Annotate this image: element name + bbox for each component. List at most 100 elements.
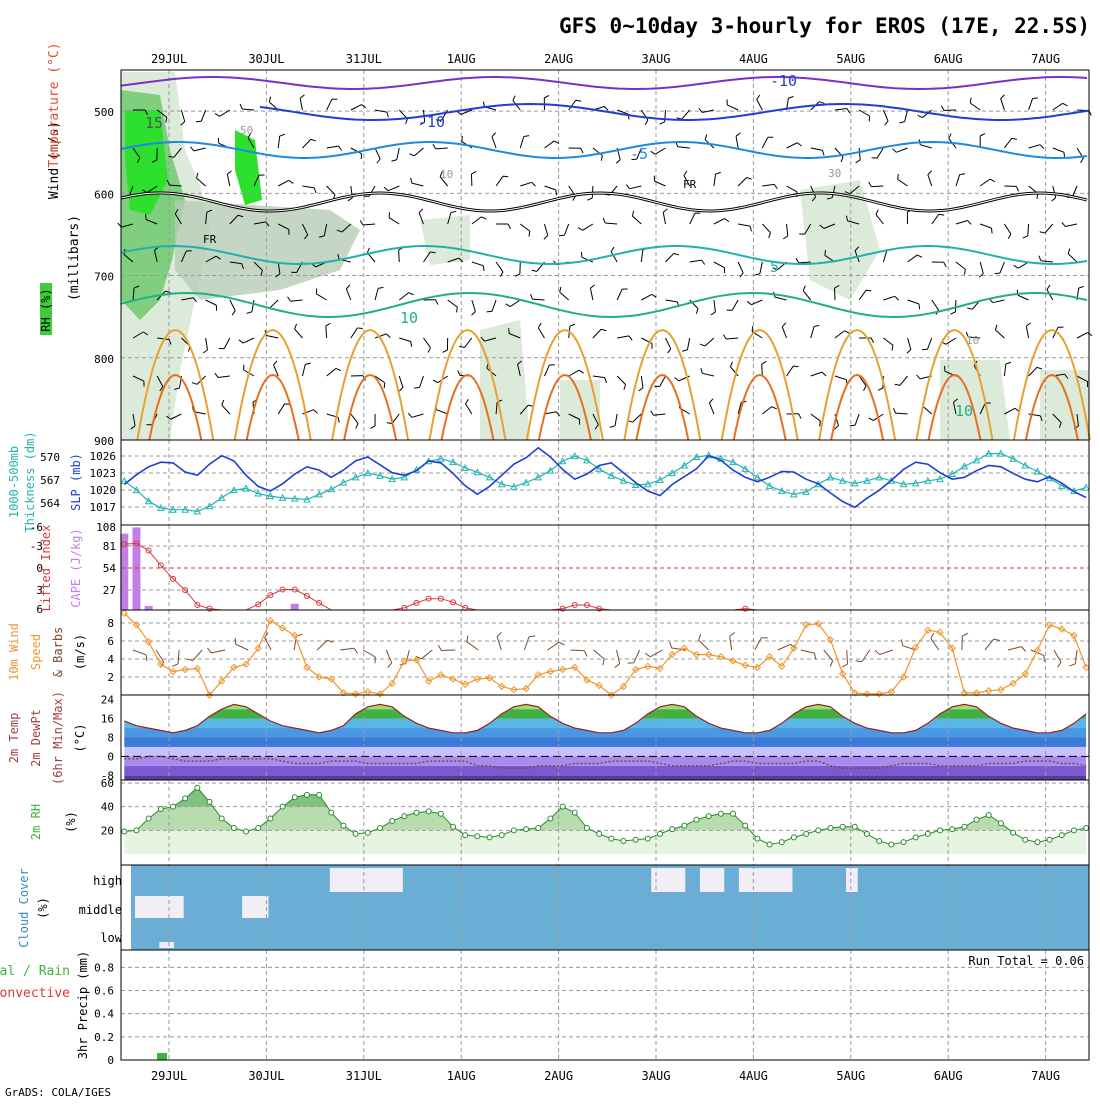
rh-point [353, 831, 358, 836]
wind-barb [699, 640, 709, 650]
grads-credit: GrADS: COLA/IGES [5, 1086, 111, 1099]
wind-barb [533, 299, 545, 300]
wind-barb-feather [723, 334, 726, 339]
wind-barb-feather [601, 329, 606, 330]
wind-barb [520, 137, 524, 148]
wind-barb [520, 182, 531, 186]
wind-barb-feather [772, 407, 777, 409]
wind-barb-feather [995, 325, 996, 330]
wind-barb [666, 253, 674, 262]
wind-barb [738, 262, 743, 273]
day-label-bottom: 1AUG [447, 1069, 476, 1083]
rh2m-axis-label: 2m RH [29, 804, 43, 840]
rh-point [219, 816, 224, 821]
wind-barb [762, 184, 774, 186]
rh-point [1071, 828, 1076, 833]
rh-point [171, 804, 176, 809]
rh-point [658, 831, 663, 836]
wind-barb-feather [435, 300, 438, 305]
wind-tick: 6 [107, 635, 114, 648]
wind-barb-feather [338, 146, 341, 150]
wind-barb [927, 338, 931, 349]
wind-barb [399, 293, 408, 300]
wind-barb-feather [842, 664, 847, 667]
wind-barb-feather [639, 388, 643, 391]
wind-barb [883, 110, 888, 121]
wind-barb [932, 300, 939, 310]
wind-barb-feather [1008, 234, 1011, 239]
rh-point [1023, 837, 1028, 842]
wind-barb [472, 300, 476, 311]
wind-barb [617, 650, 620, 664]
wind-barb-feather [192, 383, 197, 385]
wind-speed-line [124, 613, 1086, 695]
wind-barb-feather [190, 147, 194, 151]
wind-barb-feather [701, 368, 702, 373]
wind-barb [1045, 224, 1053, 233]
wind-barb-feather [1069, 664, 1075, 666]
rh-point [645, 836, 650, 841]
wind-barb [880, 650, 893, 655]
wind-barb-feather [247, 312, 252, 314]
wind-barb-feather [919, 304, 920, 309]
wind-barb [641, 250, 642, 262]
wind-axis-label-1: 10m Wind [7, 623, 21, 681]
rh-point [1035, 840, 1040, 845]
wind-barb-feather [1063, 103, 1068, 106]
day-label-bottom: 3AUG [642, 1069, 671, 1083]
rh-point [938, 828, 943, 833]
wind-barb [194, 148, 206, 151]
wind-barb-feather [799, 414, 802, 419]
wind-barb [590, 288, 592, 300]
contour-label: FR [203, 233, 217, 246]
contour-label: 10 [440, 168, 453, 181]
contour-label: 5 [770, 258, 779, 276]
wind-barb-feather [928, 171, 932, 175]
rh-point [804, 831, 809, 836]
thickness-axis-label-2: Thickness (dm) [23, 431, 37, 532]
wind-barb-feather [530, 294, 532, 299]
wind-barb-feather [663, 209, 667, 212]
wind-barb-feather [367, 248, 369, 253]
wind-barb [663, 212, 665, 224]
rh-point [158, 807, 163, 812]
wind-barb-feather [524, 136, 529, 137]
wind-barb [678, 147, 690, 148]
wind-barb-feather [822, 372, 826, 376]
wind-barb [375, 288, 378, 300]
wind-barb [762, 407, 771, 414]
wind-barb-feather [360, 220, 363, 225]
rh-point [584, 825, 589, 830]
wind-barb [317, 640, 327, 650]
wind-barb [617, 289, 622, 300]
wind-barb-feather [1014, 265, 1019, 268]
cape-bar [291, 604, 299, 610]
wind-barb-feather [670, 642, 672, 648]
wind-barb [666, 300, 678, 302]
wind-barb [278, 404, 284, 414]
wind-barb-feather [387, 423, 392, 424]
wind-barb [178, 650, 179, 664]
wind-barb-feather [529, 636, 535, 637]
temp-contour-15 [235, 330, 311, 440]
wind-barb-feather [348, 198, 352, 201]
wind-barb-feather [660, 122, 665, 124]
wind-barb-feather [274, 361, 277, 365]
wind-barb [787, 186, 797, 192]
wind-barb-feather [803, 286, 805, 291]
wind-barb [569, 370, 579, 376]
rh-point [901, 840, 906, 845]
wind-barb-feather [280, 134, 285, 136]
wind-barb-feather [962, 633, 968, 636]
wind-barb [302, 139, 310, 148]
thickness-tick: 570 [40, 451, 60, 464]
rh-point [414, 810, 419, 815]
temp-axis-label-2: 2m DewPt [29, 709, 43, 767]
rh-point [304, 792, 309, 797]
wind-barb [544, 186, 555, 190]
wind-barb [399, 338, 410, 342]
contour-label: FR [683, 178, 697, 191]
cape-tick: 27 [103, 584, 116, 597]
wind-barb [423, 338, 430, 348]
